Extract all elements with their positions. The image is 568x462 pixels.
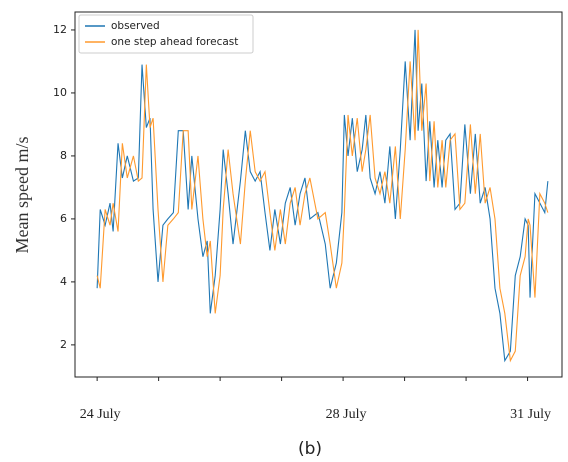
y-tick-label: 12 [53, 23, 67, 36]
legend-box [78, 14, 254, 54]
legend-label: observed [111, 20, 160, 32]
plot-frame [74, 11, 563, 378]
x-tick-label: 31 July [510, 407, 551, 422]
legend-label: one step ahead forecast [111, 36, 238, 48]
x-tick-label: 28 July [326, 407, 367, 422]
y-tick-label: 4 [60, 275, 67, 288]
y-tick-label: 10 [53, 86, 67, 99]
caption: (b) [298, 439, 322, 459]
y-tick-label: 2 [60, 338, 67, 351]
y-axis-label: Mean speed m/s [12, 137, 32, 254]
y-tick-label: 6 [60, 212, 67, 225]
series-line [96, 29, 549, 363]
y-tick-label: 8 [60, 149, 67, 162]
x-tick-label: 24 July [80, 407, 121, 422]
series-line [96, 29, 549, 363]
